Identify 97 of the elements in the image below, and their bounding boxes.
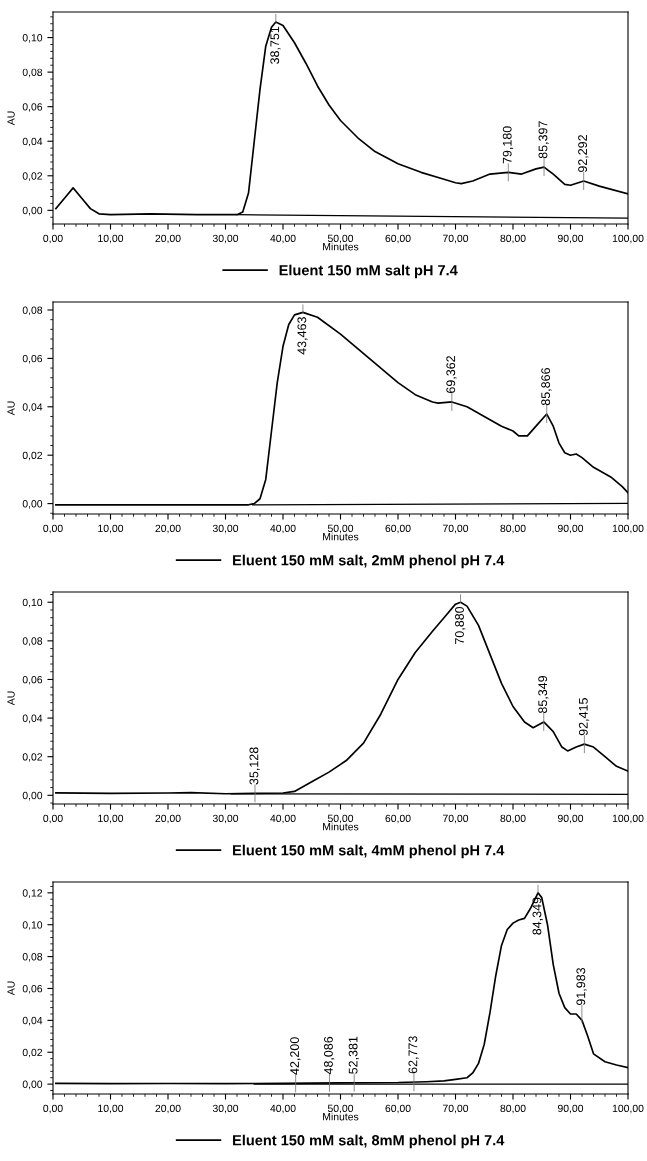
x-tick-label: 30,00 [212,234,239,244]
x-tick-label: 90,00 [557,1104,584,1114]
x-tick-label: 70,00 [443,814,469,824]
x-axis-title: Minutes [323,822,359,831]
x-tick-label: 40,00 [270,234,296,244]
annotation: 79,180 [502,126,514,164]
x-tick-label: 90,00 [557,234,584,244]
annotation: 70,880 [455,606,466,644]
x-tick-label: 40,00 [270,524,296,534]
annotation: 48,086 [324,1036,335,1075]
annotation: 35,128 [249,747,260,785]
y-tick-label: 0,04 [22,714,43,724]
y-tick-label: 0,12 [22,889,43,898]
y-tick-label: 0,08 [22,306,43,316]
x-tick-label: 70,00 [443,234,469,244]
y-tick-label: 0,00 [22,206,43,216]
y-tick-label: 0,04 [22,1016,43,1026]
x-tick-label: 50,00 [327,234,354,244]
y-tick-label: 0,02 [22,1048,43,1058]
y-tick-label: 0,10 [22,34,43,43]
annotation: 69,362 [446,356,457,393]
x-tick-label: 100,00 [612,234,644,244]
x-tick-label: 70,00 [443,524,469,534]
x-tick-label: 100,00 [612,814,644,824]
x-tick-label: 80,00 [500,234,526,244]
x-tick-label: 30,00 [212,524,239,534]
x-tick-label: 60,00 [385,524,411,534]
x-tick-label: 50,00 [327,524,354,534]
legend-label: Eluent 150 mM salt pH 7.4 [279,264,458,279]
annotation: 62,773 [408,1036,419,1074]
y-axis-title: AU [7,401,15,416]
annotation: 43,463 [297,317,308,355]
y-tick-label: 0,00 [22,1080,43,1090]
y-tick-label: 0,10 [22,921,43,930]
x-tick-label: 100,00 [612,1104,644,1114]
legend-label: Eluent 150 mM salt, 4mM phenol pH 7.4 [233,844,505,859]
legend-label: Eluent 150 mM salt, 2mM phenol pH 7.4 [233,554,505,569]
legend-label: Eluent 150 mM salt, 8mM phenol pH 7.4 [233,1134,505,1149]
y-tick-label: 0,10 [22,598,43,608]
x-axis-title: Minutes [323,532,359,541]
x-tick-label: 90,00 [557,524,584,534]
y-tick-label: 0,00 [22,500,43,509]
x-tick-label: 10,00 [98,524,124,534]
annotation: 52,381 [348,1036,360,1074]
y-tick-label: 0,02 [22,172,43,181]
y-tick-label: 0,06 [22,675,43,685]
x-tick-label: 40,00 [270,1104,296,1114]
annotation: 92,292 [578,135,589,173]
annotation: 85,866 [541,368,552,406]
x-tick-label: 40,00 [270,814,296,824]
annotation: 92,415 [578,698,590,736]
x-tick-label: 30,00 [212,1104,239,1114]
x-tick-label: 50,00 [327,814,354,824]
annotation: 85,397 [538,121,549,159]
y-tick-label: 0,02 [22,753,43,762]
x-tick-label: 10,00 [98,234,124,244]
y-axis-title: AU [7,691,15,706]
x-tick-label: 80,00 [500,524,526,534]
x-axis-title: Minutes [323,1112,359,1121]
x-tick-label: 0,00 [43,814,63,824]
x-tick-label: 60,00 [385,814,411,824]
x-tick-label: 50,00 [327,1104,354,1114]
x-tick-label: 20,00 [155,1104,181,1114]
y-tick-label: 0,04 [22,137,43,147]
y-tick-label: 0,06 [22,354,43,364]
y-tick-label: 0,08 [22,68,43,78]
annotation: 38,751 [270,26,281,64]
x-tick-label: 60,00 [385,234,411,244]
y-tick-label: 0,02 [22,451,43,461]
x-tick-label: 80,00 [500,814,526,824]
annotation: 42,200 [290,1037,301,1075]
y-axis-title: AU [7,111,15,126]
y-tick-label: 0,04 [22,403,43,412]
y-tick-label: 0,08 [22,637,43,646]
annotation: 91,983 [576,967,587,1006]
x-tick-label: 100,00 [612,524,644,534]
x-tick-label: 90,00 [557,814,584,824]
x-tick-label: 20,00 [155,524,181,534]
x-tick-label: 80,00 [500,1104,526,1114]
annotation: 84,349 [532,897,543,935]
x-tick-label: 20,00 [155,234,181,244]
y-tick-label: 0,08 [22,953,43,962]
x-tick-label: 0,00 [43,524,63,534]
x-tick-label: 0,00 [43,1104,63,1114]
x-tick-label: 10,00 [98,1104,124,1114]
y-tick-label: 0,06 [22,103,43,112]
x-tick-label: 0,00 [43,234,63,244]
x-tick-label: 60,00 [385,1104,411,1114]
y-tick-label: 0,06 [22,984,43,994]
annotation: 85,349 [538,675,549,714]
x-tick-label: 70,00 [443,1104,469,1114]
x-tick-label: 30,00 [212,814,239,824]
y-tick-label: 0,00 [22,791,43,801]
x-axis-title: Minutes [323,242,359,251]
y-axis-title: AU [7,981,15,996]
x-tick-label: 20,00 [155,814,181,824]
x-tick-label: 10,00 [98,814,124,824]
